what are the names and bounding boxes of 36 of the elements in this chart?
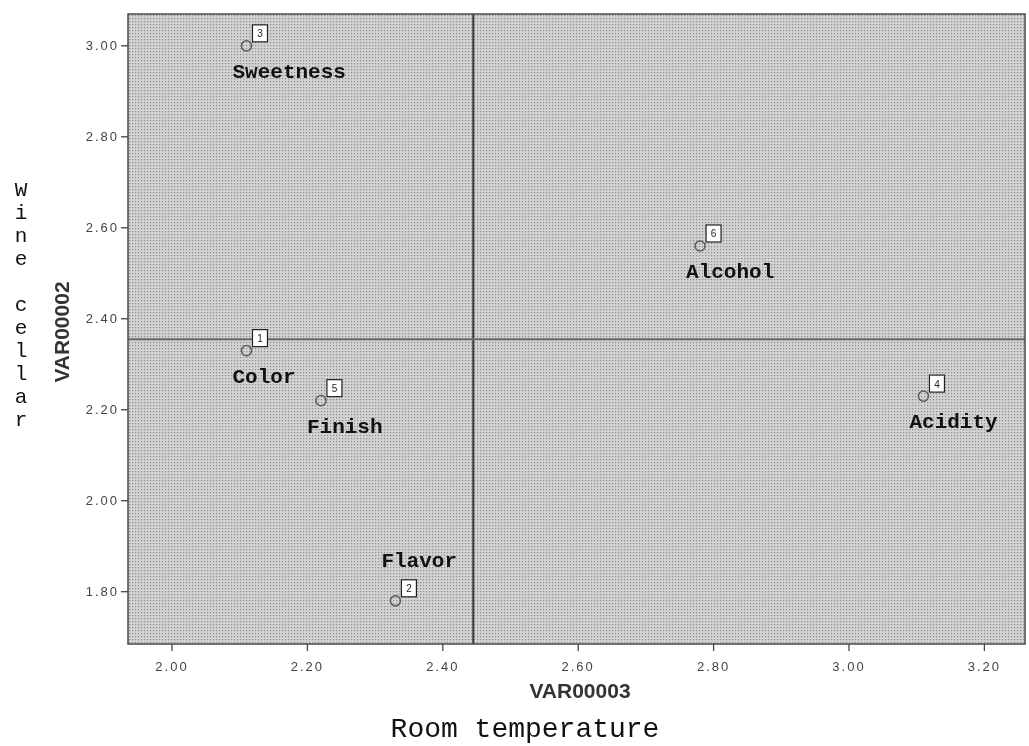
annotation: 2: [406, 583, 413, 595]
text: Wine cellar: [9, 178, 33, 432]
annotation: 4: [934, 378, 941, 390]
annotation: 1: [257, 333, 264, 345]
x-tick-label: 3.00: [832, 659, 866, 674]
point: [240, 344, 253, 357]
y-tick-label: 3.00: [85, 38, 119, 54]
x-tick-label: 2.80: [696, 659, 731, 674]
point: [240, 40, 253, 52]
annotation: Color: [232, 365, 296, 389]
point: [917, 390, 930, 402]
point: [389, 595, 402, 607]
y-tick-label: 2.00: [85, 493, 119, 509]
y-tick-label: 2.80: [85, 129, 119, 145]
x-axis-title: VAR00003: [529, 679, 631, 702]
annotation: 6: [710, 228, 717, 240]
y-tick-label: 2.40: [85, 311, 119, 327]
y-tick-label: 2.60: [85, 220, 119, 236]
x-tick-label: 2.60: [561, 659, 595, 674]
point: [694, 240, 706, 252]
annotation: Finish: [306, 415, 383, 439]
y-axis-title: VAR00002: [50, 281, 73, 383]
annotation: 3: [257, 28, 264, 40]
annotation: Acidity: [909, 411, 999, 435]
x-tick-label: 2.20: [290, 659, 325, 674]
point: [315, 394, 327, 407]
annotation: Alcohol: [686, 260, 775, 284]
y-tick-label: 2.20: [85, 402, 119, 418]
x-tick-label: 2.00: [155, 659, 189, 674]
y-tick-label: 1.80: [85, 584, 119, 600]
text: Room temperature: [390, 714, 660, 745]
annotation: Sweetness: [232, 60, 346, 84]
x-tick-label: 3.20: [967, 659, 1002, 674]
x-tick-label: 2.40: [426, 659, 460, 674]
annotation: Flavor: [381, 549, 458, 573]
annotation: 5: [331, 383, 338, 395]
